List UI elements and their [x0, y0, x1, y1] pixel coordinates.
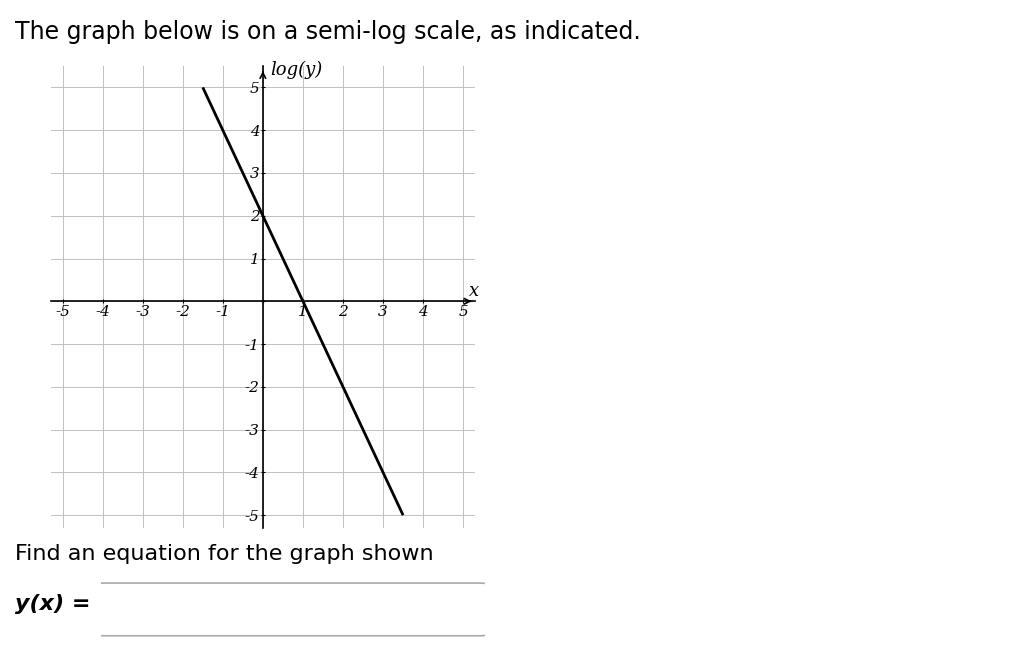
Text: x: x	[469, 282, 479, 300]
Text: log(y): log(y)	[270, 61, 323, 79]
Text: The graph below is on a semi-log scale, as indicated.: The graph below is on a semi-log scale, …	[15, 20, 641, 44]
FancyBboxPatch shape	[93, 583, 489, 636]
Text: Find an equation for the graph shown: Find an equation for the graph shown	[15, 544, 434, 564]
Text: y(x) =: y(x) =	[15, 594, 91, 614]
